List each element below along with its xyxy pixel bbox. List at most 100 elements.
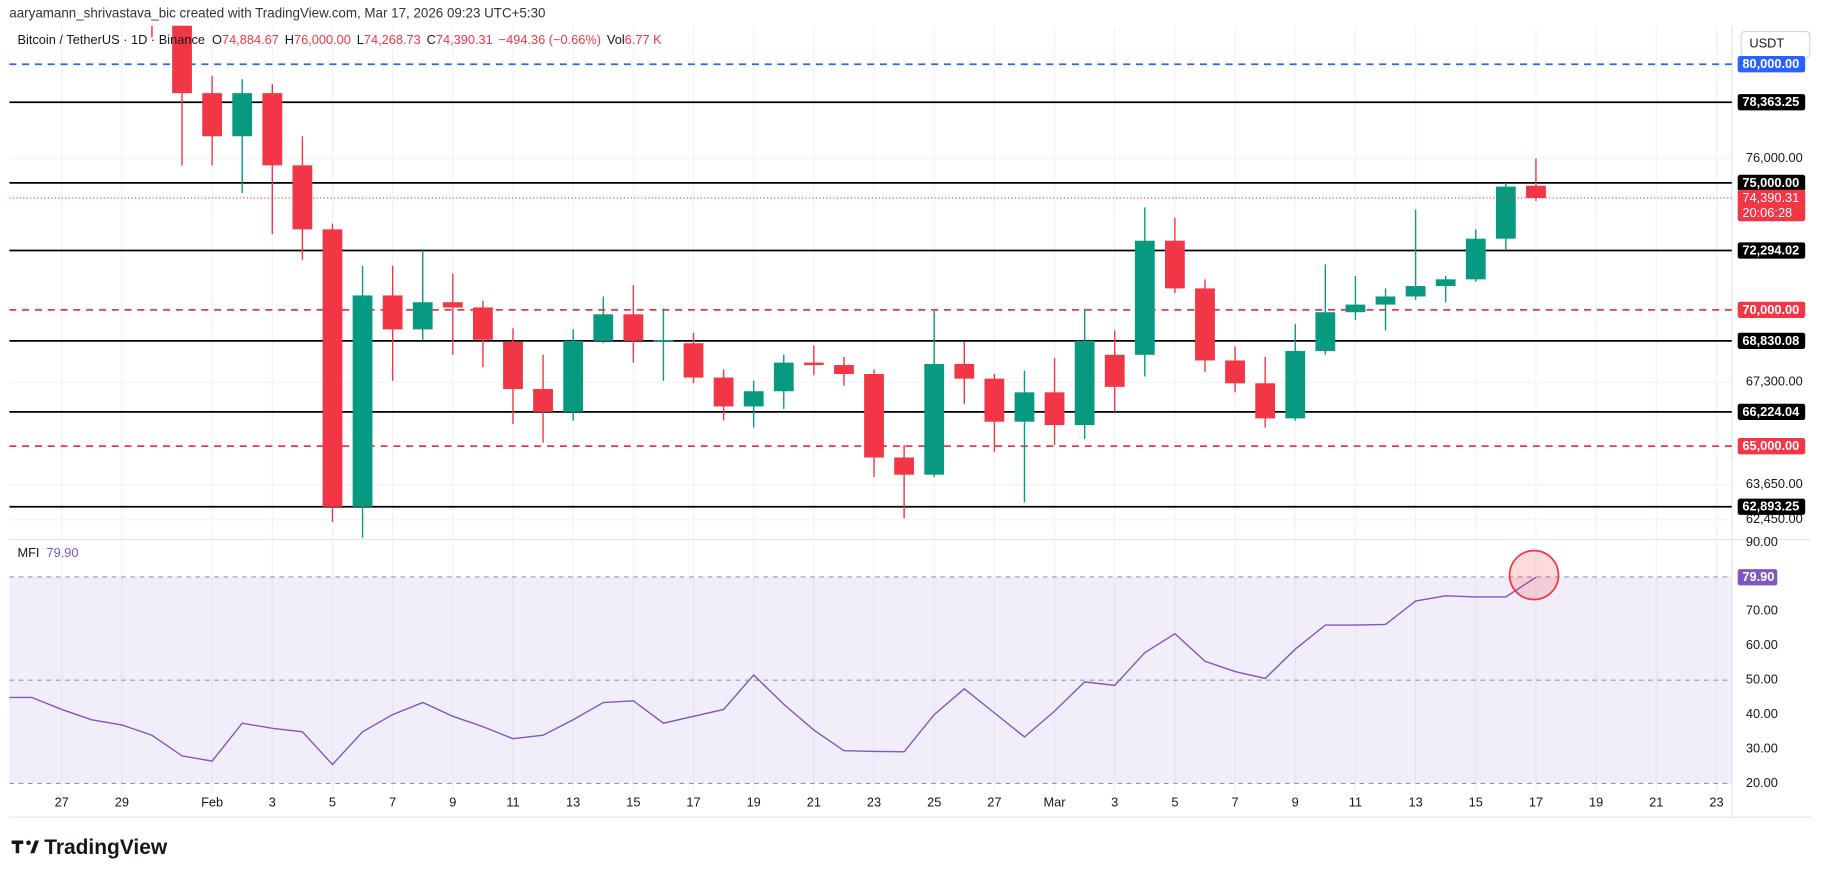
ohlc-key: L bbox=[357, 32, 364, 47]
ohlc-key: C bbox=[427, 32, 436, 47]
mfi-value: 79.90 bbox=[46, 546, 78, 561]
mfi-tick-label: 40.00 bbox=[1746, 706, 1778, 721]
candle-body bbox=[533, 389, 553, 412]
candle-body bbox=[1315, 312, 1336, 352]
y-tick-label: 67,300.00 bbox=[1746, 374, 1803, 389]
x-tick-label: Mar bbox=[1044, 795, 1067, 810]
candle-body bbox=[864, 374, 884, 458]
candle-body bbox=[683, 343, 704, 378]
candle-body bbox=[172, 25, 192, 94]
logo-icon bbox=[11, 840, 39, 854]
x-tick-label: 23 bbox=[1709, 795, 1723, 810]
volume-value: 6.77 K bbox=[625, 32, 662, 47]
price-pane bbox=[9, 25, 1732, 538]
candle-body bbox=[292, 165, 313, 230]
candle-body bbox=[1165, 240, 1185, 289]
x-tick-label: 9 bbox=[449, 795, 456, 810]
x-tick-label: 11 bbox=[1349, 795, 1362, 810]
level-label: 75,000.00 bbox=[1742, 175, 1799, 190]
candle-body bbox=[322, 229, 343, 507]
level-label: 65,000.00 bbox=[1742, 438, 1799, 453]
countdown: 20:06:28 bbox=[1742, 205, 1792, 220]
x-tick-label: 9 bbox=[1292, 795, 1299, 810]
x-tick-label: 15 bbox=[1469, 795, 1483, 810]
x-tick-label: 19 bbox=[747, 795, 761, 810]
x-tick-label: 3 bbox=[269, 795, 276, 810]
candle-body bbox=[382, 295, 403, 330]
mfi-tick-label: 90.00 bbox=[1746, 534, 1778, 549]
x-tick-label: 15 bbox=[626, 795, 640, 810]
candle-body bbox=[773, 362, 794, 392]
level-label-box bbox=[1737, 56, 1806, 73]
candle-body bbox=[202, 93, 223, 137]
last-price-box bbox=[1737, 189, 1806, 222]
x-tick-label: 21 bbox=[1649, 795, 1663, 810]
candle-body bbox=[262, 93, 283, 166]
x-tick-label: 25 bbox=[927, 795, 941, 810]
level-label-box bbox=[1737, 332, 1806, 349]
candle-body bbox=[1405, 286, 1426, 297]
x-tick-label: Feb bbox=[201, 795, 223, 810]
level-label-box bbox=[1737, 403, 1806, 420]
ohlc-key: H bbox=[285, 32, 294, 47]
level-label-box bbox=[1737, 301, 1806, 318]
mfi-title: MFI bbox=[17, 546, 39, 561]
candle-body bbox=[352, 295, 373, 507]
axes: 27 29 Feb 3 5 7 9 11 13 15 17 19 21 23 25 27 Mar 3 5 7 9 11 13… bbox=[55, 56, 1806, 810]
candle-body bbox=[1495, 186, 1516, 239]
x-tick-label: 29 bbox=[115, 795, 129, 810]
y-tick-label: 76,000.00 bbox=[1746, 150, 1803, 165]
candle-body bbox=[713, 377, 734, 407]
candle-body bbox=[563, 340, 584, 412]
candle-body bbox=[954, 363, 975, 379]
logo-text: TradingView bbox=[44, 836, 168, 859]
ohlc-value: 74,884.67 bbox=[222, 32, 279, 47]
ohlc-value: 74,390.31 bbox=[436, 32, 493, 47]
mfi-tick-label: 30.00 bbox=[1746, 740, 1778, 755]
candle-body bbox=[1526, 185, 1546, 198]
candle-body bbox=[503, 341, 523, 390]
x-tick-label: 5 bbox=[329, 795, 336, 810]
currency: USDT bbox=[1749, 36, 1784, 51]
candle-body bbox=[1225, 360, 1245, 384]
level-label-box bbox=[1737, 242, 1806, 259]
mfi-tick-label: 50.00 bbox=[1746, 672, 1778, 687]
candle-body bbox=[924, 363, 945, 475]
level-label: 72,294.02 bbox=[1742, 242, 1799, 257]
candle-body bbox=[653, 340, 674, 342]
level-label-box bbox=[1737, 438, 1806, 455]
change: −494.36 (−0.66%) bbox=[499, 32, 601, 47]
x-tick-label: 19 bbox=[1589, 795, 1603, 810]
level-label: 80,000.00 bbox=[1742, 56, 1799, 71]
level-label-box bbox=[1737, 174, 1806, 192]
x-tick-label: 17 bbox=[1529, 795, 1543, 810]
level-label: 78,363.25 bbox=[1742, 94, 1799, 109]
level-label: 70,000.00 bbox=[1742, 302, 1799, 317]
candle-body bbox=[442, 302, 463, 308]
level-label: 66,224.04 bbox=[1742, 404, 1800, 419]
mfi-tick-label: 70.00 bbox=[1746, 603, 1778, 618]
candle-body bbox=[1044, 392, 1065, 426]
level-label: 68,830.08 bbox=[1742, 333, 1799, 348]
candle-body bbox=[984, 378, 1005, 422]
x-tick-label: 13 bbox=[1408, 795, 1422, 810]
y-tick-label: 63,650.00 bbox=[1746, 476, 1803, 491]
x-tick-label: 3 bbox=[1111, 795, 1118, 810]
x-tick-label: 7 bbox=[1232, 795, 1239, 810]
x-tick-label: 13 bbox=[566, 795, 580, 810]
ohlc-value: 74,268.73 bbox=[364, 32, 421, 47]
mfi-legend: MFI 79.90 bbox=[17, 546, 78, 561]
mfi-tick-label: 60.00 bbox=[1746, 637, 1778, 652]
symbol-title: Bitcoin / TetherUS · 1D · Binance bbox=[17, 32, 205, 47]
candle-body bbox=[473, 307, 493, 340]
candle-body bbox=[1345, 304, 1366, 313]
candle-body bbox=[1255, 383, 1276, 419]
x-tick-label: 21 bbox=[807, 795, 821, 810]
x-tick-label: 11 bbox=[506, 795, 519, 810]
candle-body bbox=[1014, 392, 1035, 422]
volume-key: Vol bbox=[607, 32, 625, 47]
x-tick-label: 27 bbox=[987, 795, 1001, 810]
candle-body bbox=[593, 314, 614, 341]
candle-body bbox=[1285, 351, 1306, 419]
